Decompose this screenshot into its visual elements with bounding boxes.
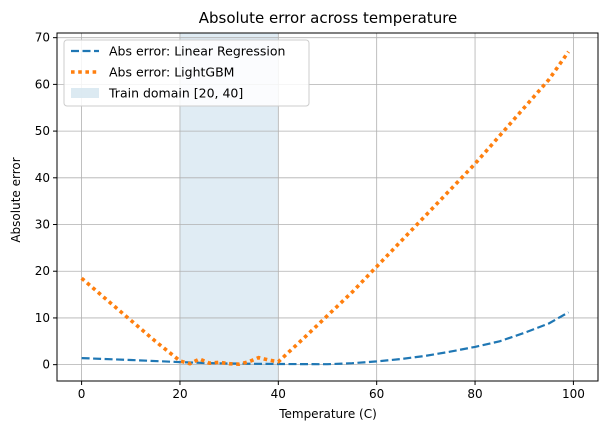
y-tick-label: 30 — [35, 218, 50, 232]
legend-swatch-train-domain — [71, 88, 99, 98]
x-tick-label: 80 — [467, 387, 482, 401]
y-tick-label: 20 — [35, 264, 50, 278]
legend: Abs error: Linear Regression Abs error: L… — [63, 39, 310, 107]
y-tick-label: 60 — [35, 77, 50, 91]
series-line-2 — [80, 50, 570, 367]
x-tick-label: 0 — [78, 387, 86, 401]
y-tick-label: 50 — [35, 124, 50, 138]
x-axis-label: Temperature (C) — [278, 407, 377, 421]
chart-title: Absolute error across temperature — [199, 9, 458, 27]
legend-label-series-1: Abs error: Linear Regression — [109, 44, 285, 59]
y-axis-label: Absolute error — [9, 157, 23, 242]
x-tick-label: 100 — [562, 387, 585, 401]
y-tick-label: 40 — [35, 171, 50, 185]
legend-box — [63, 39, 310, 107]
x-tick-label: 20 — [172, 387, 187, 401]
legend-label-series-2: Abs error: LightGBM — [109, 65, 234, 80]
x-tick-label: 60 — [369, 387, 384, 401]
series-line-1 — [81, 311, 570, 366]
y-tick-label: 0 — [42, 358, 50, 372]
x-tick-label: 40 — [271, 387, 286, 401]
y-tick-label: 70 — [35, 31, 50, 45]
plot-frame — [56, 32, 599, 382]
legend-label-train-domain: Train domain [20, 40] — [108, 86, 243, 101]
y-tick-label: 10 — [35, 311, 50, 325]
